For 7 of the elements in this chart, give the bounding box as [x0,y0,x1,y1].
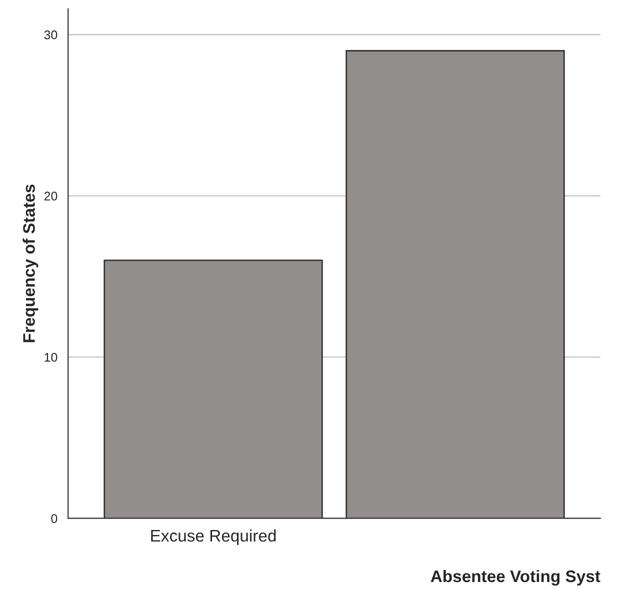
x-axis-title: Absentee Voting Syst [430,570,600,586]
y-tick-label: 30 [44,30,58,40]
y-tick-label: 10 [44,352,58,362]
y-axis-title: Frequency of States [22,184,38,342]
y-tick-label: 20 [44,192,58,201]
x-tick-label: Excuse Required [151,529,276,545]
y-tick-label: 0 [51,514,58,523]
